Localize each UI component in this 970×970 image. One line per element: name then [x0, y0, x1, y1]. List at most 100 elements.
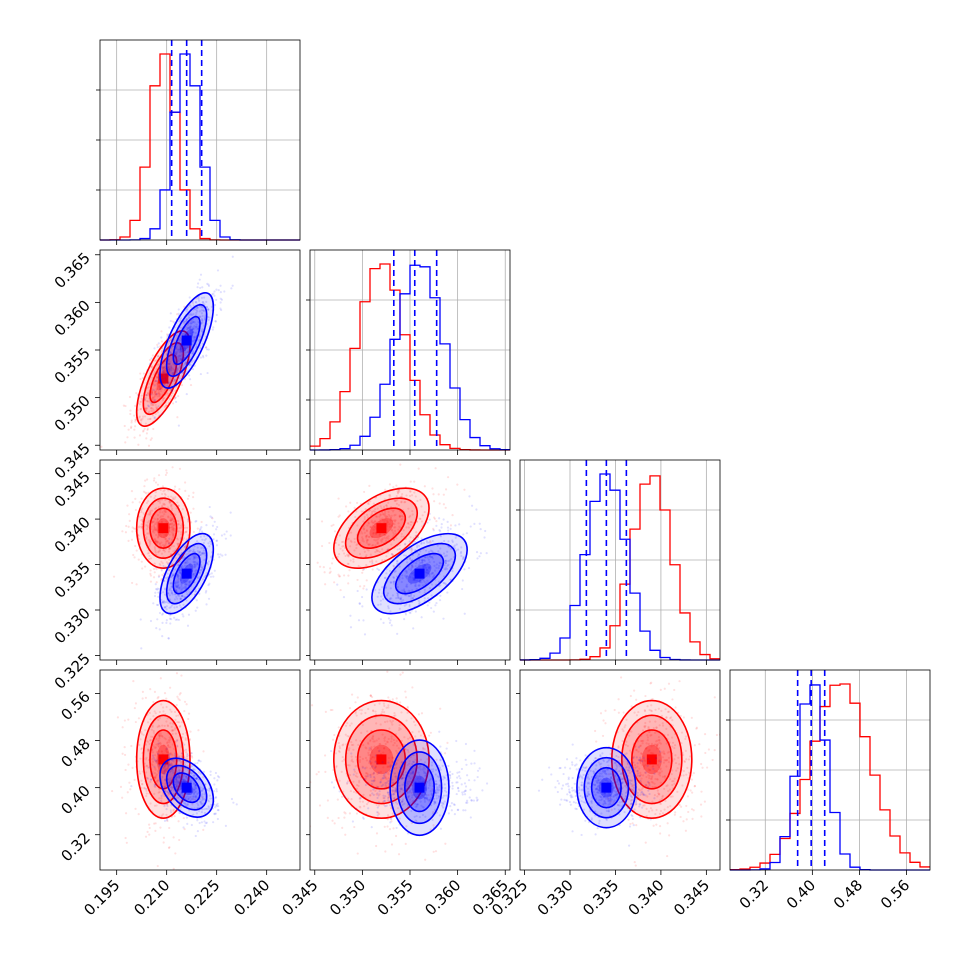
scatter-point — [148, 363, 151, 366]
scatter-point — [371, 695, 374, 699]
scatter-point — [428, 800, 431, 803]
scatter-point — [162, 490, 165, 493]
scatter-point — [449, 578, 452, 581]
scatter-point — [469, 816, 472, 819]
scatter-point — [175, 769, 178, 773]
scatter-point — [168, 558, 171, 561]
scatter-point — [177, 355, 180, 358]
scatter-point — [163, 724, 166, 728]
scatter-point — [156, 392, 159, 395]
scatter-point — [185, 332, 188, 335]
scatter-point — [408, 611, 411, 614]
scatter-point — [410, 796, 414, 799]
scatter-point — [424, 774, 427, 777]
scatter-point — [456, 781, 459, 784]
scatter-point — [197, 771, 200, 774]
scatter-point — [378, 515, 381, 518]
scatter-point — [183, 329, 186, 332]
scatter-point — [168, 783, 171, 786]
scatter-point — [406, 705, 409, 708]
scatter-point — [179, 336, 182, 339]
scatter-point — [381, 800, 385, 804]
scatter-point — [421, 813, 425, 817]
scatter-point — [201, 797, 205, 800]
scatter-point — [184, 351, 187, 354]
scatter-point — [216, 775, 220, 778]
scatter-point — [207, 308, 210, 311]
scatter-point — [403, 604, 406, 607]
scatter-point — [132, 680, 135, 683]
scatter-point — [164, 498, 167, 502]
scatter-point — [364, 507, 367, 511]
scatter-point — [401, 800, 404, 803]
scatter-point — [387, 706, 390, 709]
scatter-point — [184, 347, 187, 350]
scatter-point — [161, 369, 165, 373]
scatter-point — [485, 782, 489, 785]
scatter-point — [151, 754, 155, 757]
scatter-point — [175, 313, 179, 316]
scatter-point — [390, 553, 394, 556]
scatter-point — [138, 770, 141, 773]
scatter-point — [383, 514, 387, 517]
scatter-point — [407, 522, 410, 525]
scatter-point — [155, 780, 158, 783]
scatter-point — [167, 515, 170, 518]
scatter-point — [464, 789, 467, 792]
scatter-point — [412, 793, 416, 797]
scatter-point — [200, 322, 203, 325]
scatter-point — [375, 532, 378, 536]
scatter-point — [160, 579, 163, 582]
scatter-point — [153, 398, 157, 402]
scatter-point — [175, 781, 178, 784]
scatter-point — [217, 776, 221, 779]
scatter-point — [335, 766, 338, 769]
scatter-point — [439, 707, 442, 710]
scatter-point — [373, 538, 376, 541]
scatter-point — [189, 320, 193, 323]
scatter-point — [415, 820, 418, 823]
scatter-point — [168, 362, 171, 365]
scatter-point — [165, 534, 168, 538]
scatter-point — [169, 516, 172, 520]
scatter-point — [170, 591, 174, 594]
scatter-point — [208, 505, 211, 509]
scatter-point — [184, 775, 187, 778]
scatter-point — [425, 568, 428, 572]
scatter-point — [189, 304, 192, 307]
scatter-point — [145, 536, 148, 539]
scatter-point — [214, 320, 217, 323]
scatter-point — [203, 824, 206, 827]
scatter-point — [217, 553, 220, 556]
scatter-point — [469, 525, 472, 528]
scatter-point — [188, 304, 191, 307]
scatter-point — [463, 488, 466, 491]
scatter-point — [428, 778, 431, 782]
scatter-point — [134, 418, 137, 421]
scatter-point — [191, 302, 195, 305]
panel-3-1-contour-2-1 — [159, 532, 215, 615]
scatter-point — [372, 502, 375, 505]
scatter-point — [388, 598, 391, 601]
scatter-point — [165, 346, 169, 349]
scatter-point — [154, 549, 157, 552]
scatter-point — [451, 781, 454, 784]
scatter-point — [175, 776, 179, 779]
scatter-point — [121, 726, 124, 729]
scatter-point — [387, 617, 390, 620]
scatter-point — [371, 524, 374, 527]
scatter-point — [167, 550, 171, 553]
scatter-point — [460, 767, 464, 771]
scatter-point — [420, 804, 423, 807]
scatter-point — [434, 604, 437, 607]
scatter-point — [158, 716, 162, 720]
scatter-point — [403, 802, 406, 805]
scatter-point — [405, 719, 408, 722]
scatter-point — [176, 780, 179, 783]
scatter-point — [438, 561, 441, 564]
scatter-point — [426, 604, 429, 607]
scatter-point — [178, 320, 181, 323]
scatter-point — [423, 510, 426, 514]
scatter-point — [401, 577, 404, 580]
scatter-point — [414, 775, 417, 778]
